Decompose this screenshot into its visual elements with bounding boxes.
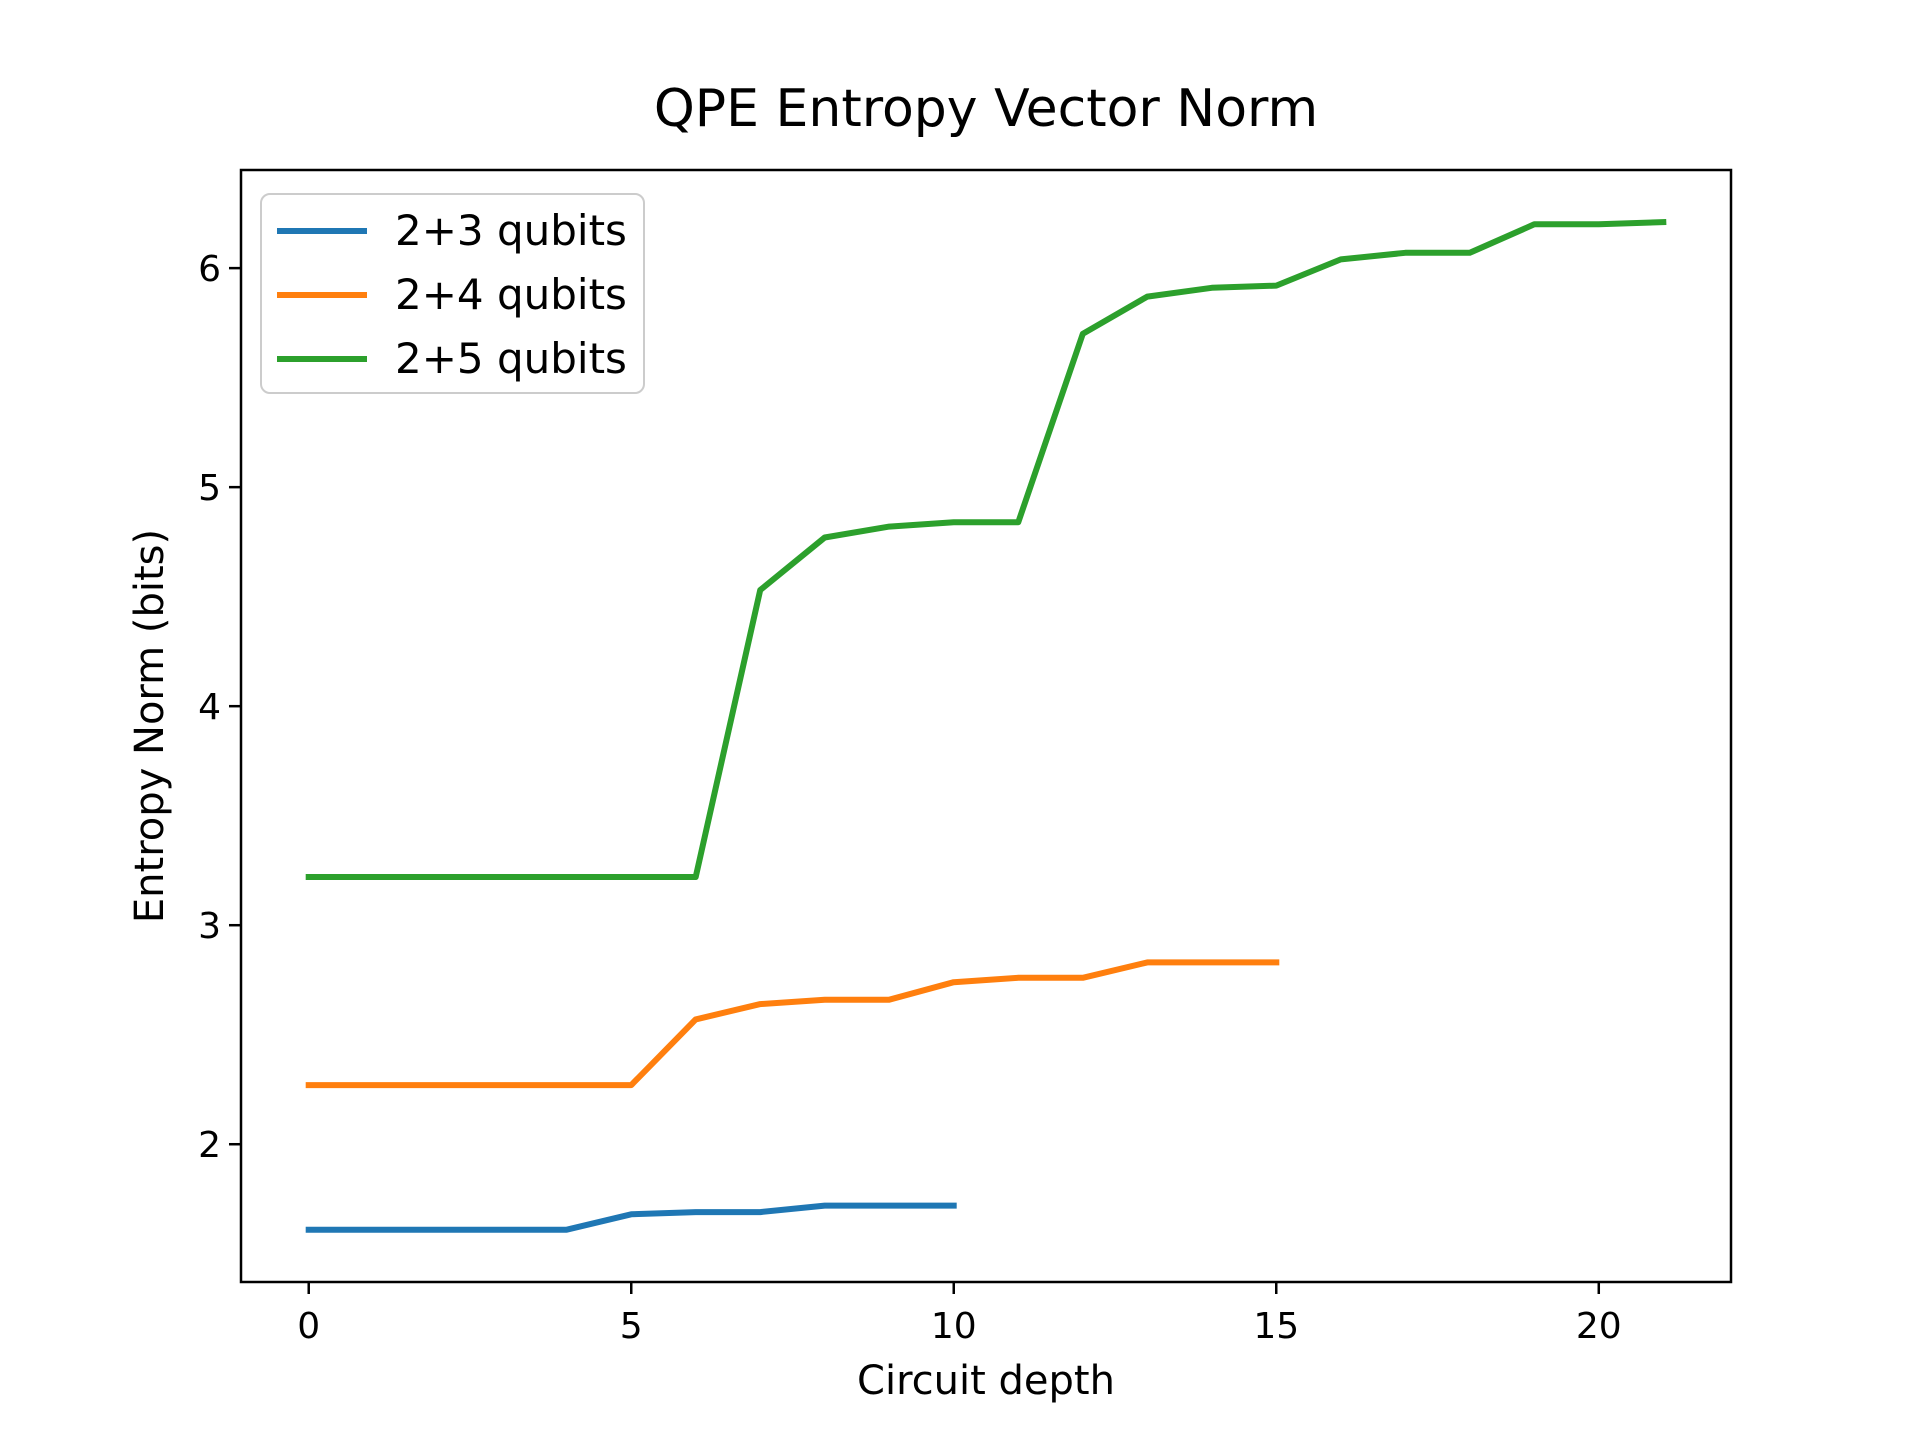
legend-label: 2+4 qubits [395, 270, 627, 319]
y-tick-label: 4 [198, 687, 221, 728]
series-line-2-5-qubits [305, 218, 1667, 880]
axis-tick-labels: 0 5 10 15 20 2 3 4 5 6 [198, 249, 1622, 1347]
legend: 2+3 qubits 2+4 qubits 2+5 qubits [260, 193, 645, 394]
legend-item: 2+4 qubits [262, 263, 643, 327]
x-tick-label: 5 [620, 1306, 643, 1347]
x-axis-label: Circuit depth [857, 1358, 1115, 1404]
series-line-2-4-qubits [305, 959, 1280, 1089]
x-tick-label: 15 [1253, 1306, 1299, 1347]
series-lines [305, 218, 1667, 1233]
legend-label: 2+5 qubits [395, 334, 627, 383]
legend-item: 2+5 qubits [262, 327, 643, 391]
chart-title: QPE Entropy Vector Norm [653, 79, 1319, 139]
legend-line-swatch [277, 356, 367, 362]
x-tick-label: 10 [931, 1306, 977, 1347]
y-tick-label: 3 [198, 906, 221, 947]
series-line-2-3-qubits [305, 1202, 957, 1233]
y-axis-label: Entropy Norm (bits) [127, 528, 173, 924]
plot-spines [239, 168, 1733, 1284]
x-tick-label: 20 [1576, 1306, 1622, 1347]
y-tick-label: 5 [198, 468, 221, 509]
legend-line-swatch [277, 292, 367, 298]
legend-item: 2+3 qubits [262, 199, 643, 263]
y-tick-label: 2 [198, 1125, 221, 1166]
legend-line-swatch [277, 228, 367, 234]
x-tick-label: 0 [297, 1306, 320, 1347]
y-tick-label: 6 [198, 249, 221, 290]
legend-label: 2+3 qubits [395, 206, 627, 255]
axis-ticks [229, 266, 1601, 1294]
